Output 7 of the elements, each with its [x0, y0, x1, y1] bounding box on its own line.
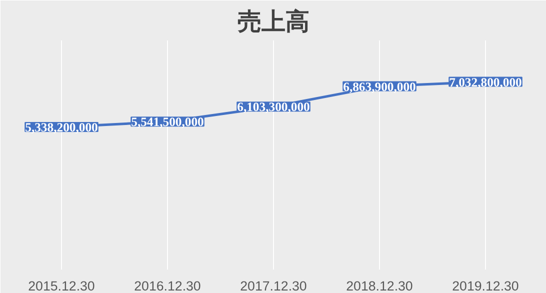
chart-title: 売上高	[238, 8, 310, 36]
x-tick-label: 2015.12.30	[28, 278, 95, 293]
data-label: 5,338,200,000	[25, 120, 98, 135]
x-tick-label: 2017.12.30	[240, 278, 307, 293]
x-tick-label: 2016.12.30	[134, 278, 201, 293]
x-tick-label: 2018.12.30	[346, 278, 413, 293]
x-tick-label: 2019.12.30	[452, 278, 519, 293]
